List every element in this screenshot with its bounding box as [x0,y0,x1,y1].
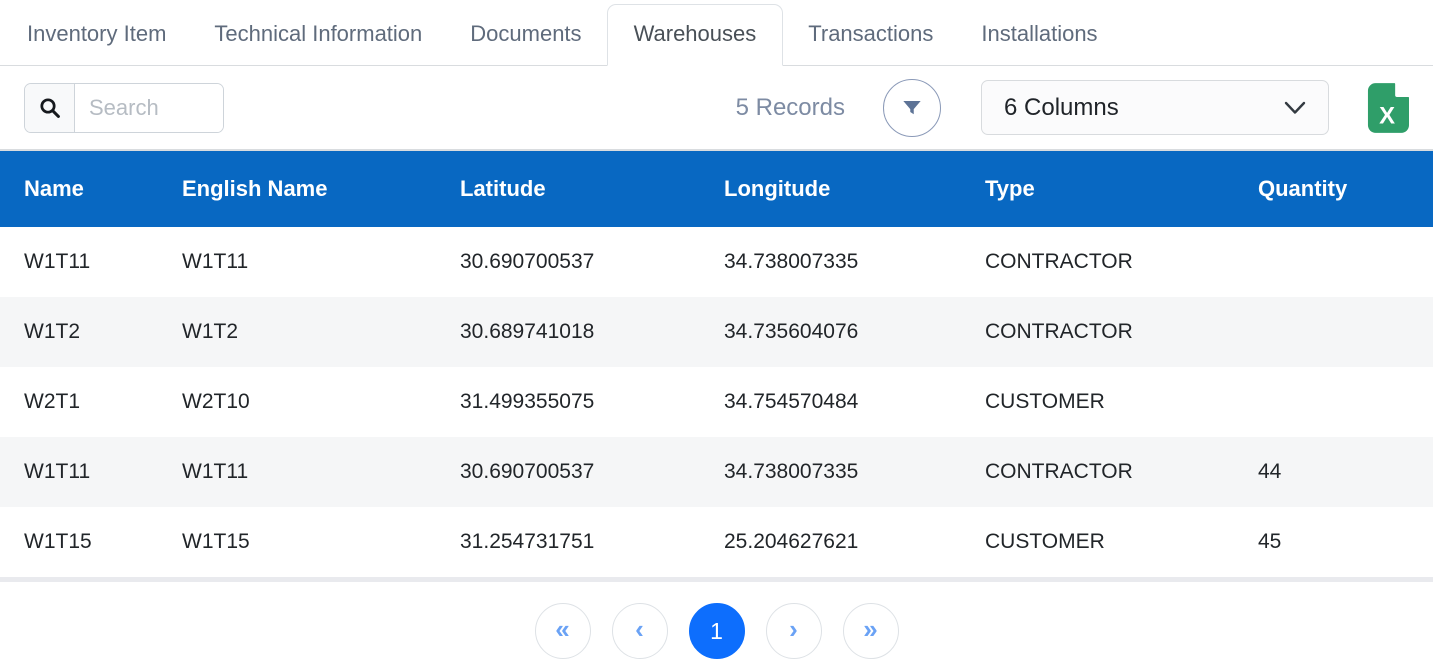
chevrons-right-icon: » [863,614,878,644]
cell-name: W2T1 [24,390,81,413]
column-header-english-name[interactable]: English Name [182,151,460,227]
column-header-longitude[interactable]: Longitude [724,151,985,227]
cell-type: CONTRACTOR [985,460,1133,483]
cell-longitude: 34.738007335 [724,250,859,273]
tab-technical-information[interactable]: Technical Information [214,21,423,46]
cell-quantity: 44 [1258,460,1282,483]
columns-select[interactable]: 6 Columns [981,80,1329,135]
cell-type: CUSTOMER [985,390,1105,413]
tab-warehouses[interactable]: Warehouses [606,4,784,66]
chevron-left-icon: ‹ [635,614,644,644]
tab-transactions[interactable]: Transactions [808,21,934,46]
next-page-button[interactable]: › [765,603,822,659]
cell-english-name: W1T2 [182,320,239,343]
cell-latitude: 30.689741018 [460,320,595,343]
cell-name: W1T2 [24,320,81,343]
cell-longitude: 25.204627621 [724,530,859,553]
funnel-icon [899,96,925,120]
previous-page-button[interactable]: ‹ [611,603,668,659]
table-header: Name English Name Latitude Longitude Typ… [0,151,1433,227]
table-bottom-border [0,577,1433,582]
cell-type: CUSTOMER [985,530,1105,553]
cell-english-name: W1T11 [182,460,249,483]
chevron-right-icon: › [789,614,798,644]
tab-documents[interactable]: Documents [470,21,582,46]
last-page-button[interactable]: » [842,603,899,659]
cell-longitude: 34.735604076 [724,320,859,343]
table-row[interactable]: W2T1 W2T10 31.499355075 34.754570484 CUS… [0,367,1433,437]
table-row[interactable]: W1T15 W1T15 31.254731751 25.204627621 CU… [0,507,1433,577]
column-header-quantity[interactable]: Quantity [1258,151,1433,227]
cell-longitude: 34.754570484 [724,390,859,413]
cell-quantity [1258,367,1433,437]
warehouses-table: Name English Name Latitude Longitude Typ… [0,151,1433,577]
search-input[interactable] [75,83,223,132]
cell-quantity: 45 [1258,530,1282,553]
table-row[interactable]: W1T11 W1T11 30.690700537 34.738007335 CO… [0,437,1433,507]
table-row[interactable]: W1T11 W1T11 30.690700537 34.738007335 CO… [0,227,1433,297]
cell-type: CONTRACTOR [985,250,1133,273]
cell-latitude: 30.690700537 [460,250,595,273]
tab-inventory-item[interactable]: Inventory Item [27,21,167,46]
cell-latitude: 31.499355075 [460,390,595,413]
cell-type: CONTRACTOR [985,320,1133,343]
chevron-down-icon [1284,101,1306,115]
cell-name: W1T15 [24,530,92,553]
columns-select-value: 6 Columns [1004,93,1119,121]
cell-english-name: W2T10 [182,390,250,413]
cell-name: W1T11 [24,250,91,273]
cell-quantity [1258,227,1433,297]
cell-latitude: 30.690700537 [460,460,595,483]
search-icon [25,83,75,132]
search-group [24,82,224,133]
cell-english-name: W1T15 [182,530,250,553]
grid-toolbar: 5 Records 6 Columns X [0,66,1433,151]
records-count: 5 Records [735,93,845,121]
cell-longitude: 34.738007335 [724,460,859,483]
cell-name: W1T11 [24,460,91,483]
table-row[interactable]: W1T2 W1T2 30.689741018 34.735604076 CONT… [0,297,1433,367]
column-header-name[interactable]: Name [0,151,182,227]
page-1-button[interactable]: 1 [688,603,745,659]
tab-installations[interactable]: Installations [981,21,1098,46]
filter-button[interactable] [883,78,941,137]
tab-bar: Inventory Item Technical Information Doc… [0,0,1433,66]
chevrons-left-icon: « [555,614,570,644]
pagination: « ‹ 1 › » [0,603,1433,659]
excel-file-icon: X [1367,82,1409,133]
first-page-button[interactable]: « [534,603,591,659]
excel-export-button[interactable]: X [1367,82,1409,133]
excel-letter: X [1379,102,1395,129]
cell-english-name: W1T11 [182,250,249,273]
cell-quantity [1258,297,1433,367]
cell-latitude: 31.254731751 [460,530,595,553]
column-header-type[interactable]: Type [985,151,1258,227]
column-header-latitude[interactable]: Latitude [460,151,724,227]
